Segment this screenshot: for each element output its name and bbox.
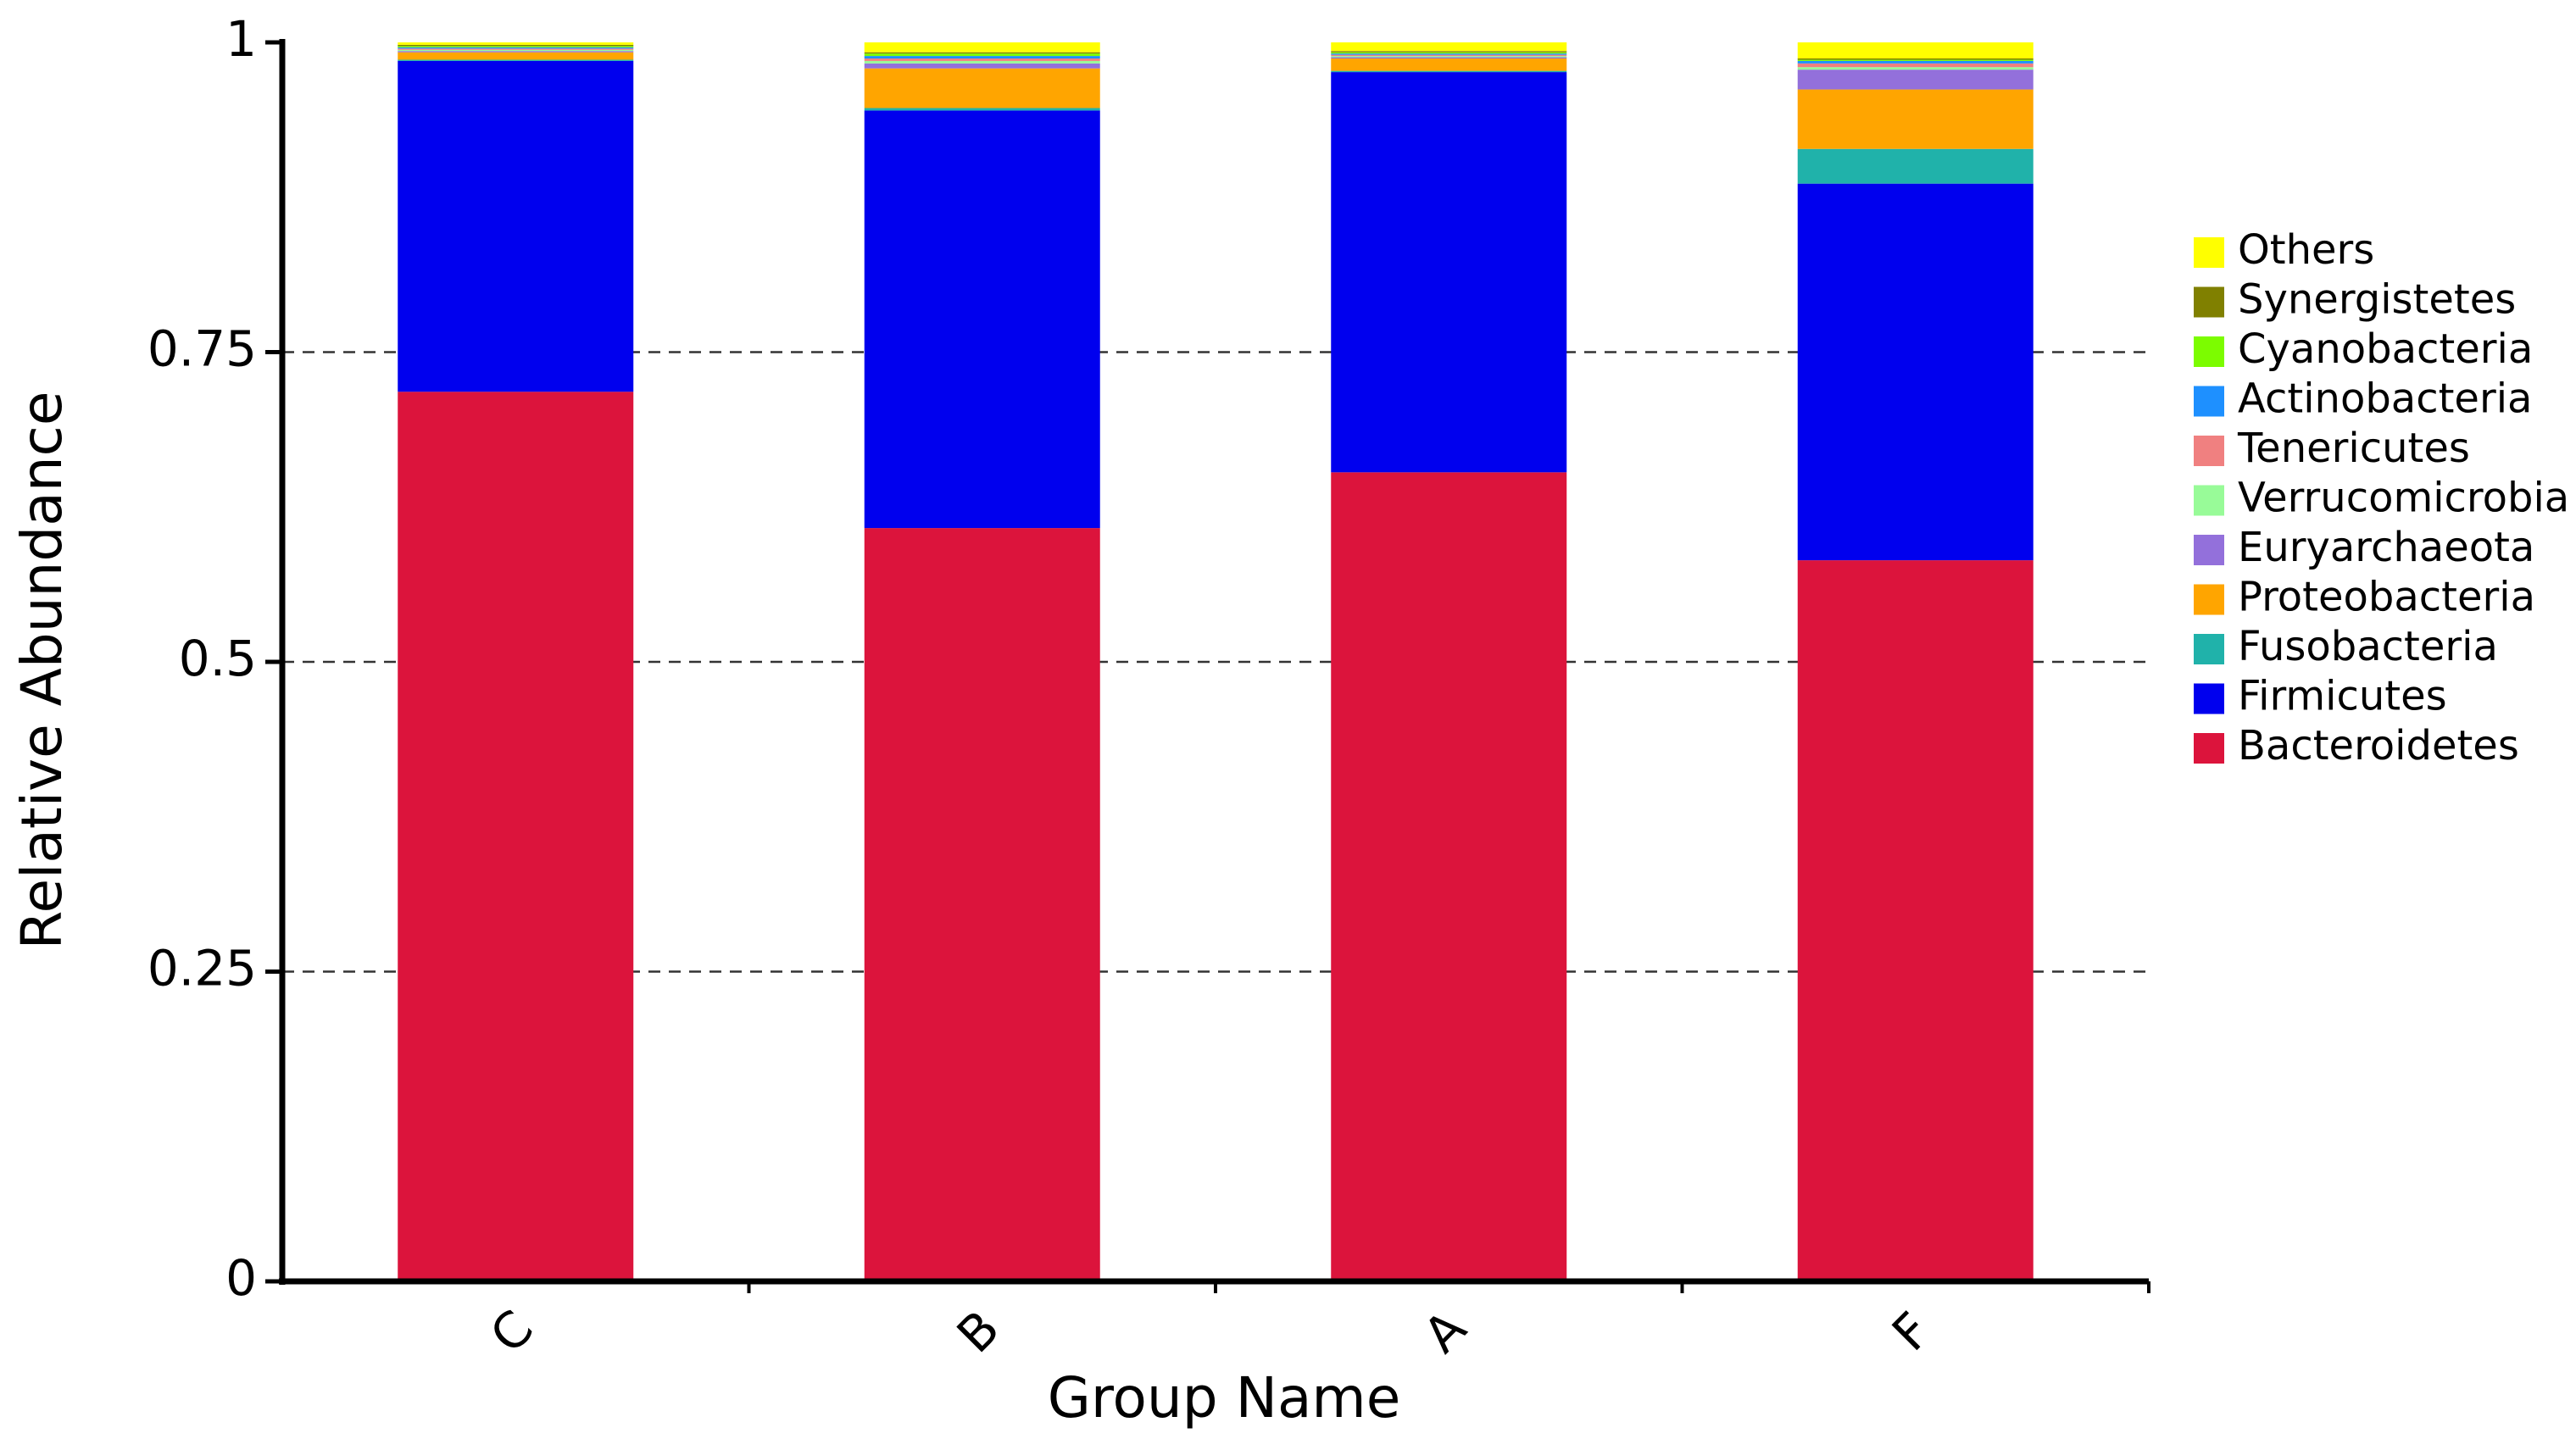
y-tick-label: 0.25 <box>147 940 257 997</box>
legend-label-others: Others <box>2238 226 2374 274</box>
bar-segment-cyanobacteria <box>398 46 634 47</box>
bar-segment-firmicutes <box>1331 72 1567 473</box>
bar-segment-actinobacteria <box>1797 60 2034 64</box>
bar-segment-verrucomicrobia <box>1797 67 2034 70</box>
legend-swatch-tenericutes <box>2194 436 2224 466</box>
x-tick-label: C <box>479 1299 544 1364</box>
legend-swatch-bacteroidetes <box>2194 733 2224 764</box>
y-tick-label: 0.75 <box>147 320 257 378</box>
bar-segment-proteobacteria <box>864 68 1100 108</box>
legend-label-euryarchaeota: Euryarchaeota <box>2238 524 2534 571</box>
legend-label-proteobacteria: Proteobacteria <box>2238 574 2535 621</box>
bar-segment-tenericutes <box>398 48 634 50</box>
legend: OthersSynergistetesCyanobacteriaActinoba… <box>2194 226 2569 769</box>
bar-segment-tenericutes <box>864 58 1100 61</box>
legend-swatch-cyanobacteria <box>2194 336 2224 367</box>
bar-segment-firmicutes <box>398 60 634 392</box>
bar-segment-euryarchaeota <box>398 51 634 53</box>
bar-segment-synergistetes <box>398 44 634 47</box>
y-tick-label: 1 <box>225 10 257 68</box>
legend-label-verrucomicrobia: Verrucomicrobia <box>2238 475 2569 522</box>
bar-segment-others <box>398 42 634 45</box>
bar-segment-proteobacteria <box>1797 89 2034 149</box>
bar-segment-verrucomicrobia <box>864 60 1100 64</box>
bar-segment-tenericutes <box>1797 63 2034 68</box>
legend-swatch-fusobacteria <box>2194 634 2224 664</box>
y-tick-label: 0 <box>225 1249 257 1307</box>
x-tick-label: A <box>1412 1299 1477 1364</box>
x-tick-label: B <box>946 1299 1010 1364</box>
legend-label-tenericutes: Tenericutes <box>2237 425 2470 472</box>
bar-segment-others <box>1797 42 2034 59</box>
bar-segment-euryarchaeota <box>1797 69 2034 90</box>
bar-segment-tenericutes <box>1331 54 1567 57</box>
bar-segment-proteobacteria <box>1331 58 1567 71</box>
legend-swatch-others <box>2194 237 2224 268</box>
bar-segment-fusobacteria <box>864 108 1100 111</box>
bar-segment-cyanobacteria <box>864 53 1100 57</box>
bar-segment-cyanobacteria <box>1797 59 2034 61</box>
bar-segment-fusobacteria <box>1331 70 1567 73</box>
bar-segment-actinobacteria <box>1331 53 1567 55</box>
legend-label-cyanobacteria: Cyanobacteria <box>2238 325 2533 373</box>
bar-segment-fusobacteria <box>1797 148 2034 184</box>
legend-swatch-synergistetes <box>2194 286 2224 318</box>
bar-segment-actinobacteria <box>398 47 634 49</box>
bar-segment-euryarchaeota <box>864 63 1100 69</box>
bar-segment-fusobacteria <box>398 59 634 61</box>
bar-segment-verrucomicrobia <box>398 49 634 52</box>
legend-swatch-firmicutes <box>2194 683 2224 714</box>
bar-segment-others <box>1331 42 1567 52</box>
legend-label-synergistetes: Synergistetes <box>2238 276 2516 324</box>
bar-segment-others <box>864 42 1100 53</box>
legend-label-bacteroidetes: Bacteroidetes <box>2238 722 2519 769</box>
legend-swatch-verrucomicrobia <box>2194 485 2224 516</box>
bar-segment-bacteroidetes <box>1331 472 1567 1281</box>
bar-segment-bacteroidetes <box>864 528 1100 1281</box>
bar-segment-bacteroidetes <box>1797 560 2034 1281</box>
bar-segment-synergistetes <box>1797 58 2034 60</box>
bars-layer <box>398 42 2034 1282</box>
bar-segment-firmicutes <box>864 110 1100 529</box>
y-axis-title: Relative Abundance <box>9 392 75 950</box>
legend-swatch-euryarchaeota <box>2194 535 2224 565</box>
bar-segment-proteobacteria <box>398 52 634 60</box>
bar-segment-verrucomicrobia <box>1331 56 1567 58</box>
bar-segment-actinobacteria <box>864 56 1100 59</box>
legend-label-fusobacteria: Fusobacteria <box>2238 623 2498 670</box>
legend-label-actinobacteria: Actinobacteria <box>2238 375 2532 423</box>
bar-segment-synergistetes <box>1331 51 1567 53</box>
y-tick-label: 0.5 <box>179 630 257 687</box>
legend-swatch-actinobacteria <box>2194 386 2224 417</box>
x-tick-label: F <box>1881 1301 1942 1362</box>
bar-segment-firmicutes <box>1797 183 2034 561</box>
x-axis-title: Group Name <box>1048 1365 1401 1431</box>
legend-swatch-proteobacteria <box>2194 584 2224 615</box>
bar-segment-bacteroidetes <box>398 392 634 1282</box>
legend-label-firmicutes: Firmicutes <box>2238 673 2447 720</box>
